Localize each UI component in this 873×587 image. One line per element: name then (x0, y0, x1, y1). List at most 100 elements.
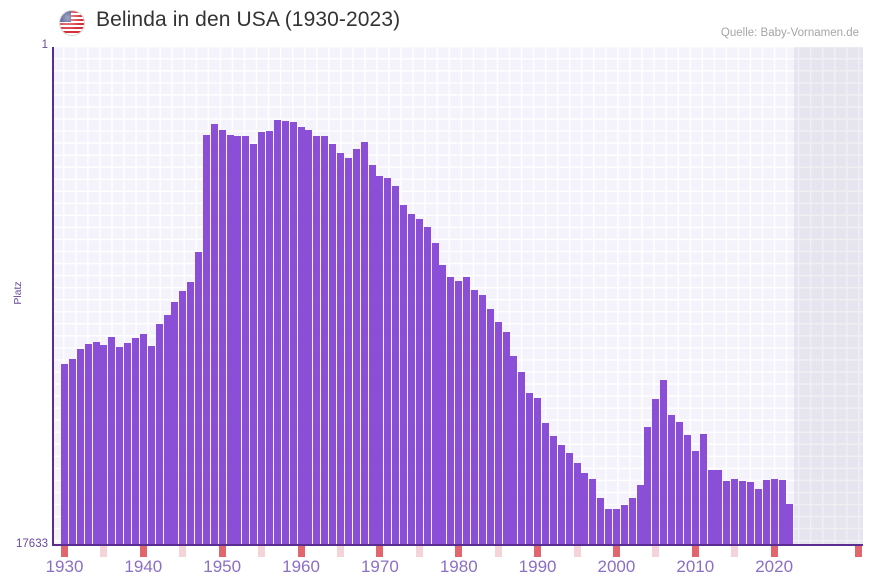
bar[interactable] (762, 480, 770, 545)
bar[interactable] (423, 227, 431, 545)
bar[interactable] (778, 480, 786, 545)
bar[interactable] (218, 130, 226, 545)
bar[interactable] (108, 337, 116, 545)
bar[interactable] (344, 158, 352, 545)
bar[interactable] (163, 315, 171, 545)
bar[interactable] (131, 338, 139, 545)
bar[interactable] (612, 509, 620, 545)
bar[interactable] (557, 445, 565, 545)
bar[interactable] (589, 479, 597, 545)
bar[interactable] (289, 122, 297, 545)
bar[interactable] (313, 136, 321, 545)
bar[interactable] (124, 343, 132, 545)
y-axis-line (52, 47, 54, 545)
bar[interactable] (502, 332, 510, 545)
bar[interactable] (360, 142, 368, 545)
bar[interactable] (707, 470, 715, 545)
bar[interactable] (494, 322, 502, 545)
bar[interactable] (266, 131, 273, 545)
bar[interactable] (226, 135, 234, 545)
bar[interactable] (518, 372, 526, 545)
bar[interactable] (242, 136, 250, 545)
bar[interactable] (691, 451, 699, 545)
bar[interactable] (116, 347, 124, 545)
bar[interactable] (210, 124, 218, 545)
bar[interactable] (305, 130, 313, 545)
bar[interactable] (463, 277, 471, 545)
bar[interactable] (258, 132, 266, 545)
bar[interactable] (605, 509, 613, 545)
bar[interactable] (84, 344, 92, 545)
bar[interactable] (597, 498, 605, 545)
bar[interactable] (699, 434, 707, 545)
x-tick-major (376, 546, 384, 557)
bar[interactable] (368, 165, 376, 545)
bar[interactable] (581, 473, 589, 545)
bar[interactable] (202, 135, 210, 545)
bar[interactable] (68, 359, 76, 545)
y-axis-bottom-tick-label: 17633 (16, 538, 48, 550)
bar[interactable] (384, 178, 392, 545)
bar[interactable] (321, 136, 329, 545)
bar[interactable] (352, 149, 360, 545)
bar[interactable] (731, 479, 739, 545)
bar[interactable] (400, 205, 408, 545)
bar[interactable] (526, 393, 534, 545)
bar[interactable] (179, 291, 187, 545)
bar[interactable] (628, 498, 636, 545)
bar[interactable] (770, 479, 778, 545)
bar[interactable] (329, 144, 337, 545)
bar[interactable] (573, 463, 581, 545)
x-axis-tick-label: 1940 (124, 557, 163, 576)
bar[interactable] (652, 399, 660, 545)
bar[interactable] (171, 302, 179, 545)
bar[interactable] (644, 427, 652, 545)
bar[interactable] (746, 482, 754, 545)
x-tick-minor (494, 546, 502, 557)
bar[interactable] (139, 334, 147, 545)
bar[interactable] (273, 120, 281, 545)
bar[interactable] (549, 436, 557, 545)
bar[interactable] (336, 153, 344, 545)
bar[interactable] (636, 485, 644, 545)
bar[interactable] (281, 121, 289, 545)
bar[interactable] (565, 453, 573, 545)
bar[interactable] (376, 176, 384, 545)
x-tick-major (297, 546, 305, 557)
bar[interactable] (534, 398, 542, 545)
bar[interactable] (439, 265, 447, 545)
page-title: Belinda in den USA (1930-2023) (96, 8, 401, 31)
bar[interactable] (541, 423, 549, 545)
bar[interactable] (455, 281, 463, 545)
bar[interactable] (676, 422, 684, 545)
bar[interactable] (297, 127, 305, 545)
bar[interactable] (407, 214, 415, 545)
bar[interactable] (147, 346, 155, 545)
bar[interactable] (61, 364, 68, 545)
bar[interactable] (250, 144, 258, 545)
bar[interactable] (76, 349, 84, 545)
bar[interactable] (187, 282, 195, 545)
bar[interactable] (415, 219, 423, 545)
bar[interactable] (786, 504, 794, 545)
bar[interactable] (510, 356, 518, 545)
bar[interactable] (754, 489, 762, 545)
bar[interactable] (486, 309, 494, 545)
bar[interactable] (683, 435, 691, 545)
bar[interactable] (620, 505, 628, 545)
bar[interactable] (100, 345, 108, 545)
bar[interactable] (715, 470, 723, 545)
bar[interactable] (660, 380, 668, 545)
bar[interactable] (478, 295, 486, 545)
bar[interactable] (195, 252, 203, 545)
bar[interactable] (668, 415, 676, 545)
bar[interactable] (723, 481, 731, 545)
bar[interactable] (234, 136, 242, 545)
bar[interactable] (431, 243, 439, 545)
bar[interactable] (739, 481, 747, 545)
bar[interactable] (471, 290, 479, 545)
bar[interactable] (92, 342, 100, 545)
bar[interactable] (392, 186, 400, 545)
bar[interactable] (447, 277, 455, 545)
bar[interactable] (155, 324, 163, 545)
